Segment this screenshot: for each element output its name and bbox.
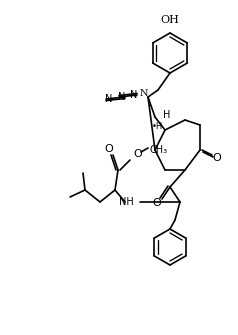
Text: N: N: [130, 90, 138, 100]
Text: N: N: [105, 94, 113, 104]
Text: NH: NH: [119, 197, 134, 207]
Text: •H: •H: [151, 122, 163, 131]
Text: CH₃: CH₃: [150, 145, 168, 155]
Text: O: O: [213, 153, 221, 163]
Text: O: O: [153, 198, 161, 208]
Text: O: O: [105, 144, 113, 154]
Text: N: N: [118, 92, 126, 102]
Text: O: O: [134, 149, 142, 159]
Text: H: H: [163, 110, 170, 120]
Text: OH: OH: [161, 15, 179, 25]
Text: N: N: [140, 88, 148, 97]
